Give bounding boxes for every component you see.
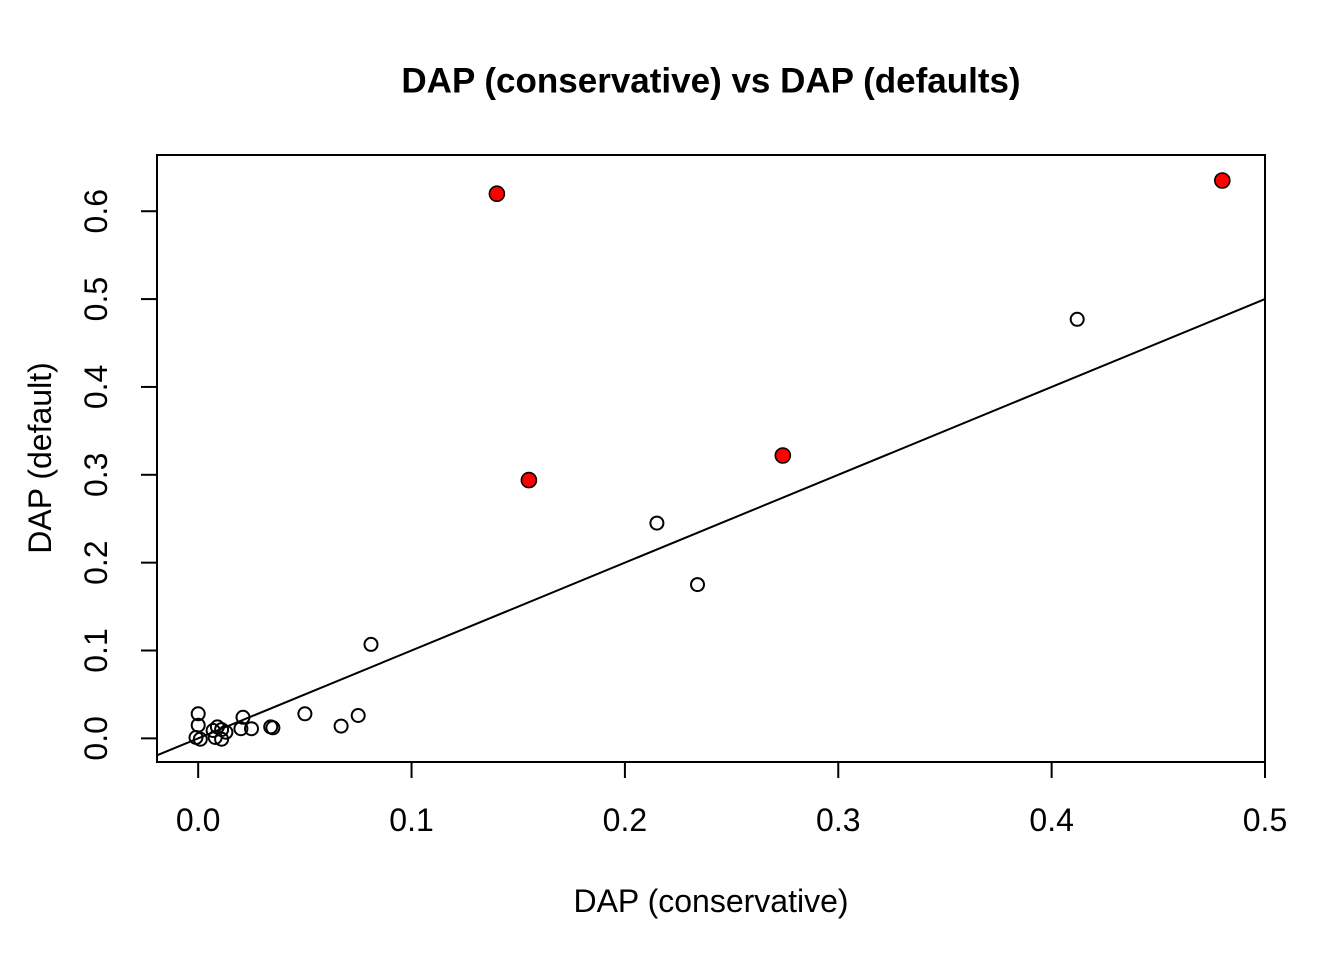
data-point-open: [1069, 311, 1085, 327]
x-tick-label: 0.3: [816, 802, 860, 838]
x-axis-title: DAP (conservative): [573, 883, 848, 919]
identity-line: [156, 298, 1266, 757]
x-axis: 0.0 0.1 0.2 0.3 0.4 0.5: [176, 762, 1287, 838]
data-point-open: [350, 708, 366, 723]
data-point-open: [297, 706, 313, 722]
x-tick-label: 0.4: [1029, 802, 1073, 838]
data-point-open: [363, 636, 379, 652]
y-tick-label: 0.6: [78, 189, 114, 233]
y-axis-title: DAP (default): [22, 362, 58, 554]
chart-title: DAP (conservative) vs DAP (defaults): [401, 61, 1020, 100]
y-tick-label: 0.4: [78, 365, 114, 409]
data-point-open: [333, 718, 349, 734]
data-point-open: [649, 515, 665, 531]
y-tick-label: 0.0: [78, 716, 114, 760]
data-point-open: [235, 709, 251, 725]
plot-box: [156, 154, 1266, 763]
data-point-highlighted: [1214, 172, 1231, 189]
y-tick-label: 0.1: [78, 628, 114, 672]
data-point-open: [218, 724, 234, 740]
data-point-open: [244, 721, 259, 737]
x-tick-label: 0.5: [1243, 802, 1287, 838]
data-point-open: [190, 706, 206, 722]
data-point-open: [265, 720, 281, 736]
x-tick-label: 0.0: [176, 802, 220, 838]
data-point-open: [190, 717, 206, 733]
data-point-highlighted: [488, 185, 506, 202]
y-axis: 0.0 0.1 0.2 0.3 0.4 0.5 0.6: [78, 189, 157, 761]
data-point-open: [233, 721, 249, 737]
y-tick-label: 0.2: [78, 540, 114, 584]
data-point-open: [192, 731, 208, 747]
x-tick-label: 0.1: [389, 802, 433, 838]
y-tick-label: 0.3: [78, 453, 114, 497]
data-point-open: [690, 577, 705, 593]
data-point-highlighted: [774, 447, 792, 464]
data-point-highlighted: [520, 471, 538, 489]
x-tick-label: 0.2: [603, 802, 647, 838]
y-tick-label: 0.5: [78, 277, 114, 321]
data-points: [188, 172, 1231, 747]
